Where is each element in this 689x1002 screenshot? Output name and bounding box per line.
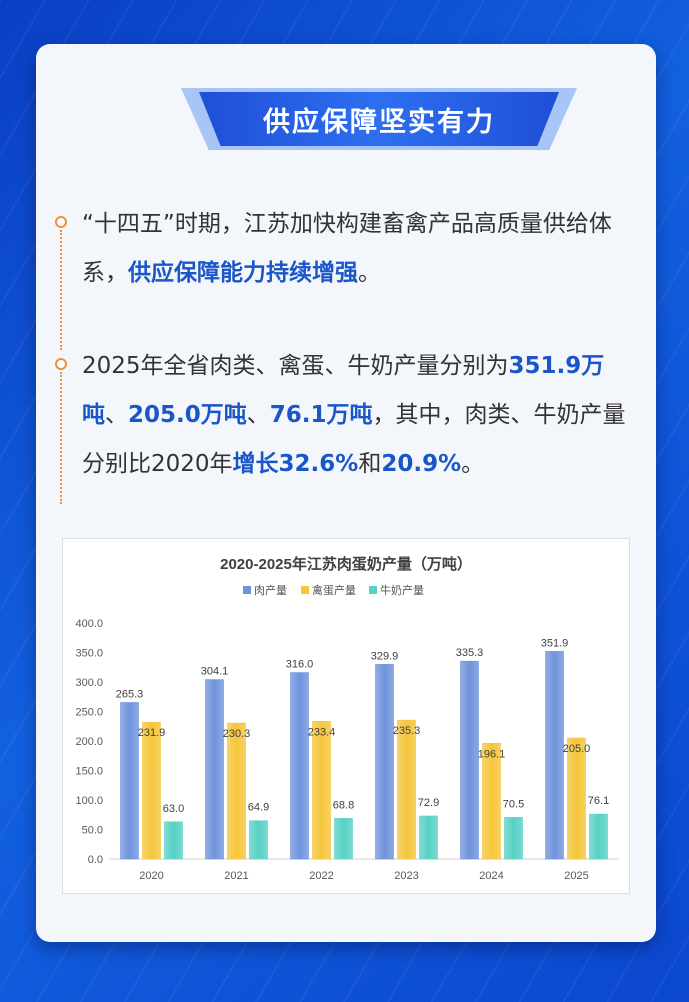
y-tick-label: 0.0 (88, 854, 103, 866)
separator: 、 (105, 402, 128, 428)
x-tick-label: 2023 (394, 870, 418, 882)
data-label: 231.9 (138, 727, 166, 739)
bar (567, 737, 586, 860)
data-label: 63.0 (163, 803, 184, 815)
bars-group: 265.3 231.9 63.0 304.1 230.3 64.9 316.0 233.4 68… (116, 637, 609, 860)
data-label: 329.9 (371, 650, 399, 662)
data-label: 76.1 (588, 795, 609, 807)
bar (120, 702, 139, 860)
data-label: 64.9 (248, 802, 269, 814)
y-tick-label: 200.0 (75, 736, 103, 748)
paragraph-2-text: ，其中，肉类、牛奶产量分别比2020年 (82, 402, 626, 477)
paragraph-2-text: 。 (461, 451, 485, 477)
content-card: 供应保障坚实有力 “十四五”时期，江苏加快构建畜禽产品高质量供给体系，供应保障能… (36, 44, 656, 942)
chart-title: 2020-2025年江苏肉蛋奶产量（万吨） (220, 555, 472, 573)
data-label: 233.4 (308, 726, 336, 738)
data-label: 235.3 (393, 725, 421, 737)
y-axis: 0.0 50.0 100.0 150.0 200.0 250.0 300.0 350.0 400… (75, 618, 619, 866)
x-tick-label: 2022 (309, 870, 333, 882)
paragraph-1-highlight: 供应保障能力持续增强 (128, 260, 358, 286)
meat-output-highlight: 351.9万吨 (82, 353, 605, 428)
x-tick-label: 2021 (224, 870, 248, 882)
paragraph-1-text: “十四五”时期，江苏加快构建畜禽产品高质量供给体系， (82, 211, 612, 286)
separator: 、 (246, 402, 270, 428)
data-label: 265.3 (116, 688, 144, 700)
bar (164, 821, 183, 860)
x-tick-label: 2024 (479, 870, 503, 882)
legend-swatch (369, 586, 377, 594)
y-tick-label: 150.0 (75, 766, 103, 778)
bullet-dot-icon (55, 216, 67, 228)
data-label: 335.3 (456, 647, 484, 659)
bar (460, 660, 479, 860)
paragraph-2: 2025年全省肉类、禽蛋、牛奶产量分别为351.9万吨、205.0万吨、76.1… (82, 342, 642, 489)
data-label: 304.1 (201, 666, 229, 678)
bullet-dot-icon (55, 358, 67, 370)
y-tick-label: 300.0 (75, 677, 103, 689)
y-tick-label: 50.0 (82, 825, 103, 837)
chart-legend: 肉产量 禽蛋产量 牛奶产量 (243, 583, 424, 597)
legend-label: 禽蛋产量 (312, 583, 356, 597)
bar (482, 743, 501, 860)
paragraph-1: “十四五”时期，江苏加快构建畜禽产品高质量供给体系，供应保障能力持续增强。 (82, 200, 642, 298)
bar (227, 722, 246, 860)
bar-chart: 2020-2025年江苏肉蛋奶产量（万吨） 肉产量 禽蛋产量 牛奶产量 0.0 50.… (75, 555, 619, 882)
meat-growth-highlight: 增长32.6% (232, 451, 359, 477)
egg-output-highlight: 205.0万吨 (128, 402, 247, 428)
bar (545, 651, 564, 860)
legend-label: 肉产量 (254, 583, 287, 597)
title-banner: 供应保障坚实有力 (181, 88, 577, 150)
data-label: 196.1 (478, 748, 506, 760)
bar (205, 679, 224, 860)
y-tick-label: 100.0 (75, 795, 103, 807)
x-tick-label: 2025 (564, 870, 588, 882)
data-label: 230.3 (223, 728, 251, 740)
y-tick-label: 250.0 (75, 707, 103, 719)
bar (334, 818, 353, 860)
data-label: 72.9 (418, 797, 439, 809)
x-axis: 2020 2021 2022 2023 2024 2025 (139, 870, 588, 882)
bar (290, 672, 309, 860)
y-tick-label: 350.0 (75, 648, 103, 660)
data-label: 205.0 (563, 743, 591, 755)
bar (249, 820, 268, 860)
milk-growth-highlight: 20.9% (381, 451, 462, 477)
bar (142, 721, 161, 860)
legend-swatch (301, 586, 309, 594)
bullet-connector (60, 230, 62, 350)
bar (419, 815, 438, 860)
milk-output-highlight: 76.1万吨 (269, 402, 373, 428)
paragraph-1-end: 。 (358, 260, 381, 286)
legend-label: 牛奶产量 (380, 583, 424, 597)
legend-swatch (243, 586, 251, 594)
data-label: 68.8 (333, 799, 354, 811)
data-label: 316.0 (286, 659, 314, 671)
x-tick-label: 2020 (139, 870, 163, 882)
paragraph-2-text: 和 (358, 451, 382, 477)
bar (375, 664, 394, 860)
data-label: 70.5 (503, 798, 524, 810)
bar (504, 817, 523, 860)
y-tick-label: 400.0 (75, 618, 103, 630)
data-label: 351.9 (541, 637, 569, 649)
bar (589, 813, 608, 860)
paragraph-2-text: 2025年全省肉类、禽蛋、牛奶产量分别为 (82, 353, 509, 379)
chart-container: 2020-2025年江苏肉蛋奶产量（万吨） 肉产量 禽蛋产量 牛奶产量 0.0 50.… (62, 538, 630, 894)
bullet-connector (60, 372, 62, 504)
bar (397, 719, 416, 860)
page-title: 供应保障坚实有力 (199, 92, 559, 146)
bar (312, 720, 331, 860)
